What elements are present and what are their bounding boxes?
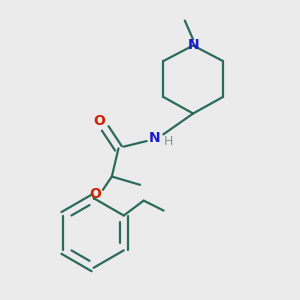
Text: N: N <box>149 131 161 146</box>
Text: O: O <box>93 114 105 128</box>
Text: N: N <box>187 38 199 52</box>
Text: H: H <box>164 134 174 148</box>
Text: O: O <box>89 187 101 201</box>
